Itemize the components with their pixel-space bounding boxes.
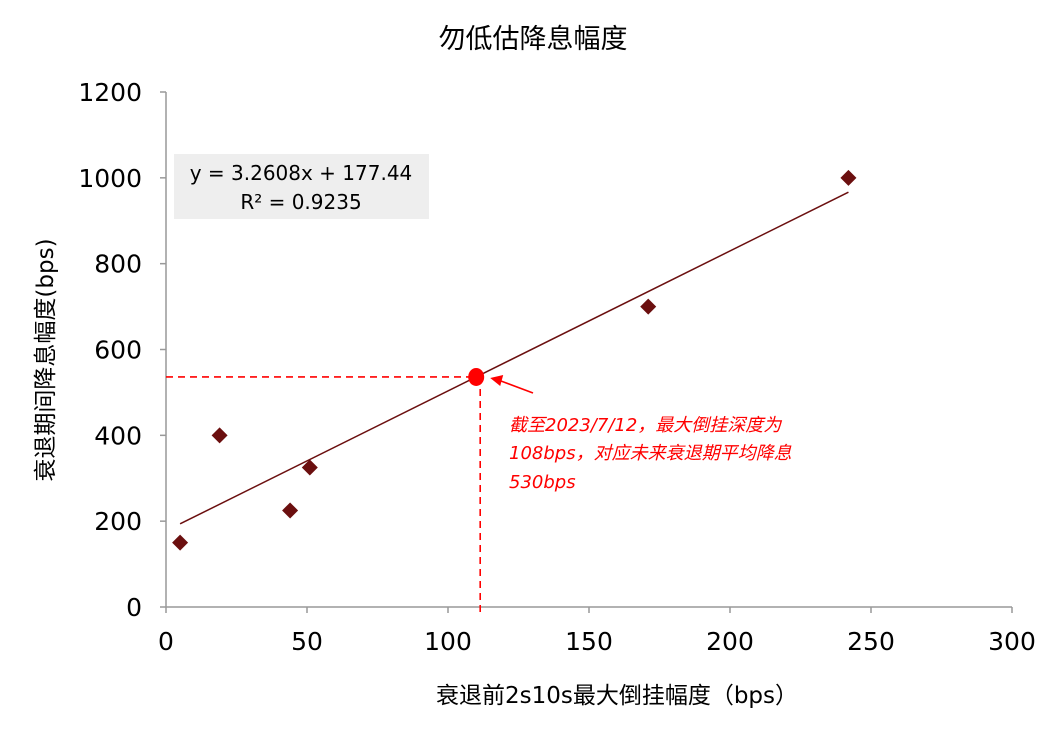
x-axis-label: 衰退前2s10s最大倒挂幅度（bps） bbox=[436, 683, 798, 709]
reference-lines bbox=[166, 376, 482, 615]
y-tick-label: 1200 bbox=[78, 78, 142, 107]
equation-box bbox=[174, 154, 429, 219]
x-tick-label: 200 bbox=[706, 627, 754, 656]
data-point-diamond bbox=[840, 169, 857, 186]
y-tick-label: 800 bbox=[94, 250, 142, 279]
data-point-diamond bbox=[282, 502, 299, 519]
annotation-arrow-line bbox=[497, 379, 534, 394]
annotation-line-3: 530bps bbox=[509, 472, 576, 493]
trendline-group bbox=[179, 191, 849, 525]
x-tick-label: 300 bbox=[988, 627, 1036, 656]
y-tick-label: 600 bbox=[94, 336, 142, 365]
data-point-diamond bbox=[172, 534, 189, 551]
data-points bbox=[172, 169, 857, 551]
y-tick-label: 0 bbox=[126, 593, 142, 622]
x-tick-label: 250 bbox=[847, 627, 895, 656]
annotation-arrowhead bbox=[490, 374, 504, 386]
data-point-diamond bbox=[301, 459, 318, 476]
highlight-group bbox=[468, 367, 534, 394]
equation-text: y = 3.2608x + 177.44 bbox=[190, 161, 413, 185]
y-tick-label: 400 bbox=[94, 421, 142, 450]
annotation-line-2: 108bps，对应未来衰退期平均降息 bbox=[509, 443, 792, 464]
annotation-line-1: 截至2023/7/12，最大倒挂深度为 bbox=[509, 415, 782, 436]
trendline bbox=[179, 191, 849, 525]
x-tick-label: 0 bbox=[158, 627, 174, 656]
r-squared-text: R² = 0.9235 bbox=[240, 190, 361, 214]
x-tick-label: 150 bbox=[565, 627, 613, 656]
y-axis-label: 衰退期间降息幅度(bps) bbox=[33, 238, 59, 481]
y-tick-label: 200 bbox=[94, 507, 142, 536]
data-point-diamond bbox=[640, 298, 657, 315]
highlight-point bbox=[468, 367, 485, 386]
chart-title: 勿低估降息幅度 bbox=[439, 24, 628, 55]
axes: 0 200 400 600 800 1000 1200 0 50 100 150 200 250 300 bbox=[78, 78, 1035, 656]
x-tick-label: 50 bbox=[291, 627, 323, 656]
data-point-diamond bbox=[211, 427, 228, 444]
x-tick-label: 100 bbox=[424, 627, 472, 656]
y-tick-label: 1000 bbox=[78, 164, 142, 193]
